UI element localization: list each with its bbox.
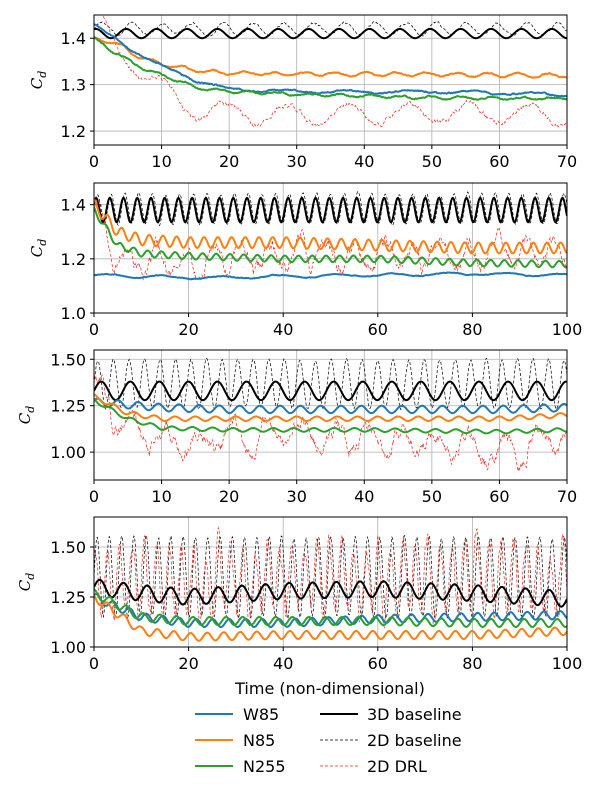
x-tick-label: 80 — [462, 654, 482, 673]
x-tick-label: 40 — [273, 320, 293, 339]
legend-label-2d-drl: 2D DRL — [367, 757, 427, 776]
series-line-3d-baseline — [94, 578, 567, 608]
series-line-2d-drl — [101, 15, 567, 128]
y-tick-label: 1.2 — [61, 122, 86, 141]
series-line-n85 — [94, 198, 567, 255]
x-tick-label: 0 — [89, 654, 99, 673]
x-tick-label: 0 — [89, 152, 99, 171]
x-tick-label: 100 — [552, 320, 583, 339]
y-tick-label: 1.0 — [61, 304, 86, 323]
y-tick-label: 1.25 — [50, 588, 86, 607]
x-tick-label: 20 — [219, 487, 239, 506]
x-tick-label: 80 — [462, 320, 482, 339]
y-tick-label: 1.00 — [50, 638, 86, 657]
y-tick-label: 1.50 — [50, 350, 86, 369]
series-line-w85 — [94, 271, 567, 281]
series-line-w85 — [94, 23, 567, 98]
series-line-n85 — [94, 393, 567, 422]
chart-panel-3: 0 10 20 30 40 50 60 70 1.00 1.25 1.50 Cd — [16, 349, 577, 506]
series-line-2d-baseline — [94, 357, 567, 411]
series-line-n255 — [94, 588, 567, 629]
legend-label-3d-baseline: 3D baseline — [367, 705, 462, 724]
x-tick-label: 10 — [151, 487, 171, 506]
x-axis-label: Time (non-dimensional) — [234, 679, 425, 698]
x-tick-label: 60 — [368, 320, 388, 339]
x-tick-label: 20 — [178, 654, 198, 673]
chart-panel-2: 0 20 40 60 80 100 1.0 1.2 1.4 Cd — [28, 182, 583, 339]
y-axis-label: Cd — [16, 573, 37, 592]
series-line-n85 — [94, 594, 567, 642]
y-axis-label: Cd — [28, 239, 49, 258]
series-line-w85 — [94, 397, 567, 415]
legend: W85 N85 N255 3D baseline 2D baseline 2D DRL — [195, 705, 462, 776]
x-tick-label: 100 — [552, 654, 583, 673]
legend-label-n255: N255 — [243, 757, 286, 776]
series-line-n255 — [94, 36, 567, 101]
x-tick-label: 30 — [287, 487, 307, 506]
y-tick-label: 1.00 — [50, 443, 86, 462]
series-line-2d-drl — [94, 201, 567, 281]
series-line-3d-baseline — [94, 27, 567, 40]
x-tick-label: 20 — [219, 152, 239, 171]
y-tick-label: 1.3 — [61, 76, 86, 95]
series-line-2d-baseline — [94, 533, 567, 620]
x-tick-label: 50 — [422, 487, 442, 506]
legend-label-w85: W85 — [243, 705, 279, 724]
series-line-n85 — [94, 35, 567, 79]
series-line-n255 — [94, 206, 567, 269]
x-tick-label: 30 — [287, 152, 307, 171]
chart-panel-4: 0 20 40 60 80 100 1.00 1.25 1.50 Cd — [16, 516, 583, 673]
x-tick-label: 40 — [273, 654, 293, 673]
x-tick-label: 50 — [422, 152, 442, 171]
y-tick-label: 1.4 — [61, 196, 86, 215]
axes-frame — [93, 516, 568, 648]
legend-label-2d-baseline: 2D baseline — [367, 731, 462, 750]
axes-frame — [93, 182, 568, 314]
y-tick-label: 1.50 — [50, 538, 86, 557]
x-tick-label: 10 — [151, 152, 171, 171]
x-tick-label: 20 — [178, 320, 198, 339]
x-tick-label: 70 — [557, 152, 577, 171]
x-tick-label: 60 — [489, 152, 509, 171]
x-tick-label: 60 — [368, 654, 388, 673]
x-tick-label: 40 — [354, 152, 374, 171]
y-axis-label: Cd — [28, 71, 49, 90]
x-tick-label: 0 — [89, 487, 99, 506]
series-line-2d-drl — [94, 526, 567, 629]
series-line-n255 — [94, 398, 567, 435]
axes-frame — [93, 349, 568, 481]
series-line-3d-baseline — [94, 380, 567, 402]
y-tick-label: 1.4 — [61, 29, 86, 48]
x-tick-label: 40 — [354, 487, 374, 506]
series-line-2d-baseline — [94, 191, 567, 226]
series-line-w85 — [94, 593, 567, 629]
legend-label-n85: N85 — [243, 731, 275, 750]
x-tick-label: 0 — [89, 320, 99, 339]
y-tick-label: 1.2 — [61, 250, 86, 269]
x-tick-label: 70 — [557, 487, 577, 506]
x-tick-label: 60 — [489, 487, 509, 506]
series-line-3d-baseline — [94, 196, 567, 224]
y-axis-label: Cd — [16, 406, 37, 425]
y-tick-label: 1.25 — [50, 397, 86, 416]
chart-panel-1: 0 10 20 30 40 50 60 70 1.2 1.3 1.4 Cd — [28, 14, 577, 171]
axes-frame — [93, 14, 568, 146]
